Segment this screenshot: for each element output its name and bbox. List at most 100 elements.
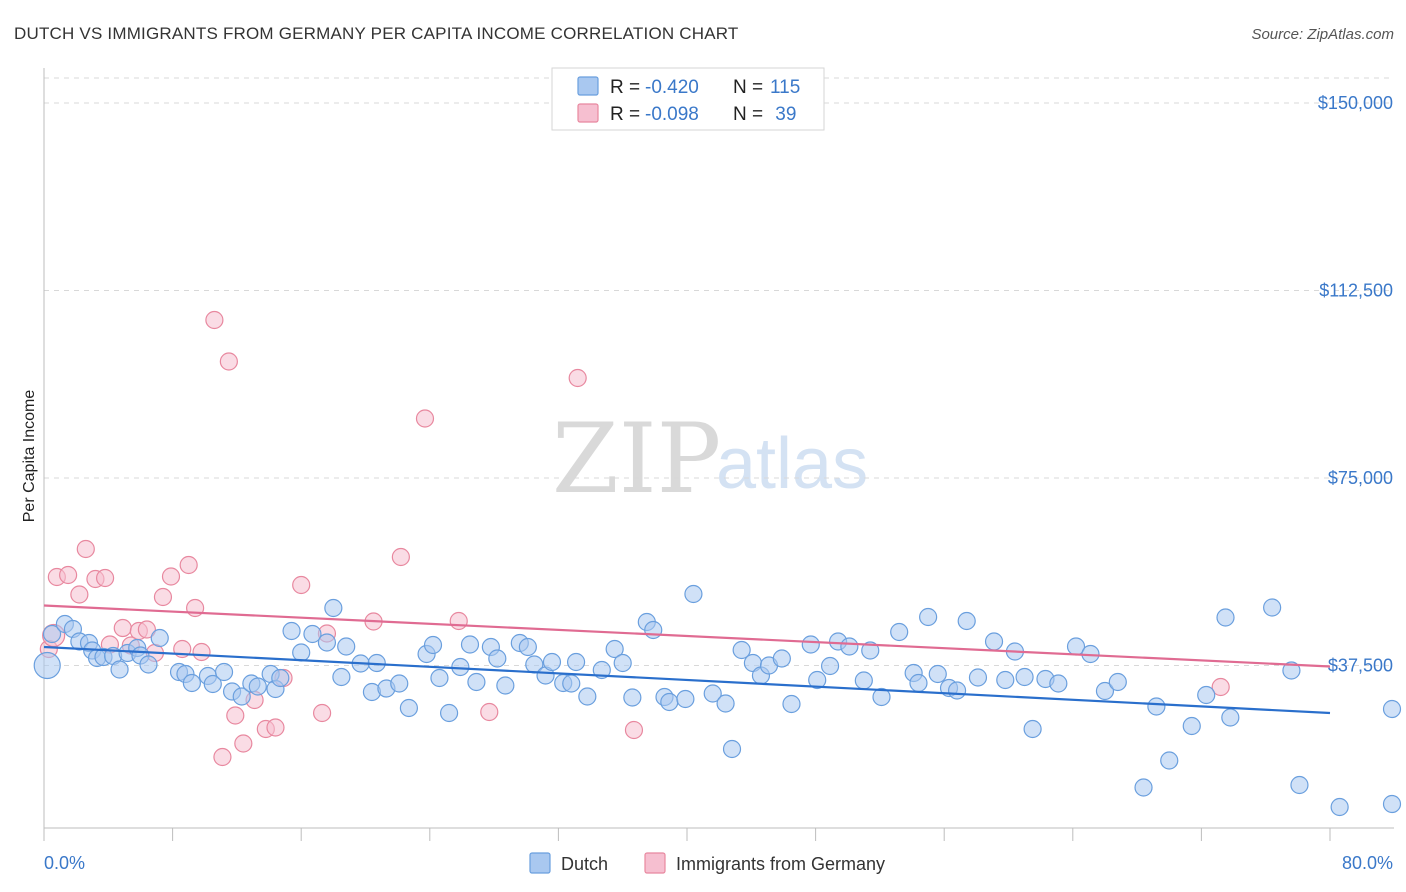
point-dutch bbox=[337, 637, 356, 656]
point-dutch bbox=[1282, 661, 1301, 680]
watermark-zip: ZIP bbox=[552, 403, 721, 515]
x-tick-label: 0.0% bbox=[44, 853, 85, 873]
point-dutch bbox=[782, 694, 801, 714]
point-dutch bbox=[214, 662, 234, 682]
point-dutch bbox=[150, 628, 169, 648]
point-germany bbox=[234, 734, 253, 753]
point-dutch bbox=[984, 632, 1004, 651]
point-dutch bbox=[303, 624, 322, 644]
point-dutch bbox=[854, 671, 873, 690]
point-dutch bbox=[542, 652, 562, 672]
legend-n-label-germany: N = bbox=[733, 104, 763, 125]
point-dutch bbox=[423, 635, 443, 655]
point-dutch bbox=[467, 672, 486, 692]
point-dutch bbox=[1221, 708, 1240, 727]
bottom-legend-label-germany: Immigrants from Germany bbox=[676, 854, 885, 874]
point-dutch bbox=[890, 622, 909, 642]
point-germany bbox=[137, 620, 156, 639]
point-dutch bbox=[968, 668, 988, 687]
point-dutch bbox=[139, 655, 158, 674]
point-germany bbox=[219, 352, 238, 371]
legend: R = -0.420 N = 115 R = -0.098 N = 39 bbox=[551, 67, 825, 131]
trend-lines bbox=[43, 604, 1331, 715]
point-dutch bbox=[861, 641, 880, 660]
point-dutch bbox=[248, 677, 267, 696]
bottom-legend-swatch-dutch bbox=[529, 852, 551, 874]
point-dutch bbox=[772, 649, 791, 668]
legend-r-value-dutch: -0.420 bbox=[645, 77, 699, 98]
point-dutch bbox=[578, 687, 597, 706]
point-germany bbox=[205, 310, 224, 330]
point-dutch bbox=[399, 698, 419, 718]
trend-line-germany bbox=[43, 604, 1331, 668]
point-dutch bbox=[110, 660, 129, 679]
point-dutch bbox=[292, 643, 311, 662]
point-dutch bbox=[840, 637, 859, 656]
legend-n-value-dutch: 115 bbox=[770, 77, 800, 98]
point-dutch bbox=[496, 676, 515, 695]
point-dutch bbox=[1049, 674, 1068, 693]
bottom-legend-swatch-germany bbox=[644, 852, 666, 874]
point-dutch bbox=[1216, 608, 1235, 627]
point-germany bbox=[480, 702, 499, 722]
point-dutch bbox=[317, 633, 337, 652]
point-dutch bbox=[820, 656, 840, 676]
point-germany bbox=[568, 368, 587, 388]
point-dutch bbox=[919, 607, 938, 627]
point-dutch bbox=[703, 684, 722, 703]
point-dutch bbox=[660, 692, 679, 712]
trend-line-dutch bbox=[43, 645, 1331, 715]
legend-swatch-germany bbox=[577, 103, 599, 123]
point-germany bbox=[415, 409, 435, 428]
point-dutch bbox=[909, 673, 928, 693]
point-dutch bbox=[42, 624, 62, 644]
point-dutch bbox=[1095, 681, 1115, 701]
legend-n-value-germany: 39 bbox=[770, 104, 796, 125]
point-dutch bbox=[460, 635, 480, 654]
point-germany bbox=[192, 642, 211, 662]
point-dutch bbox=[182, 673, 201, 693]
point-dutch bbox=[613, 653, 632, 673]
point-germany bbox=[1211, 677, 1230, 697]
legend-swatch-dutch bbox=[577, 76, 599, 96]
point-dutch bbox=[282, 621, 301, 641]
legend-r-value-germany: -0.098 bbox=[645, 104, 699, 125]
point-dutch bbox=[1263, 598, 1282, 617]
point-dutch bbox=[872, 687, 891, 707]
point-germany bbox=[624, 720, 644, 740]
point-dutch bbox=[562, 674, 581, 693]
point-dutch bbox=[1182, 716, 1201, 736]
point-germany bbox=[76, 539, 95, 559]
y-axis-label: Per Capita Income bbox=[21, 390, 38, 523]
point-dutch bbox=[390, 674, 409, 693]
point-germany bbox=[59, 565, 78, 585]
legend-n-label-dutch: N = bbox=[733, 77, 763, 98]
point-germany bbox=[449, 611, 468, 631]
series-dutch-points bbox=[33, 584, 1402, 817]
point-germany bbox=[312, 703, 332, 723]
point-dutch bbox=[1147, 697, 1166, 716]
point-dutch bbox=[623, 688, 642, 707]
point-germany bbox=[391, 547, 410, 567]
point-dutch bbox=[722, 739, 742, 759]
point-germany bbox=[226, 706, 245, 725]
point-dutch bbox=[439, 703, 459, 723]
point-dutch bbox=[801, 635, 820, 654]
point-dutch bbox=[1382, 699, 1402, 719]
point-germany bbox=[161, 567, 181, 586]
y-tick-labels: $37,500 $75,000 $112,500 $150,000 bbox=[1318, 93, 1393, 676]
point-germany bbox=[213, 747, 232, 767]
point-germany bbox=[292, 575, 311, 595]
point-dutch bbox=[324, 598, 343, 618]
point-dutch bbox=[271, 668, 290, 688]
point-germany bbox=[179, 555, 198, 575]
y-tick-label: $150,000 bbox=[1318, 93, 1393, 113]
y-tick-label: $75,000 bbox=[1328, 468, 1393, 488]
point-dutch bbox=[430, 668, 449, 688]
bottom-legend: Dutch Immigrants from Germany bbox=[529, 852, 885, 874]
legend-r-label-germany: R = bbox=[610, 104, 640, 125]
point-dutch bbox=[332, 667, 351, 687]
point-dutch bbox=[716, 694, 735, 713]
point-dutch bbox=[808, 670, 827, 690]
x-tick-label: 80.0% bbox=[1342, 853, 1393, 873]
